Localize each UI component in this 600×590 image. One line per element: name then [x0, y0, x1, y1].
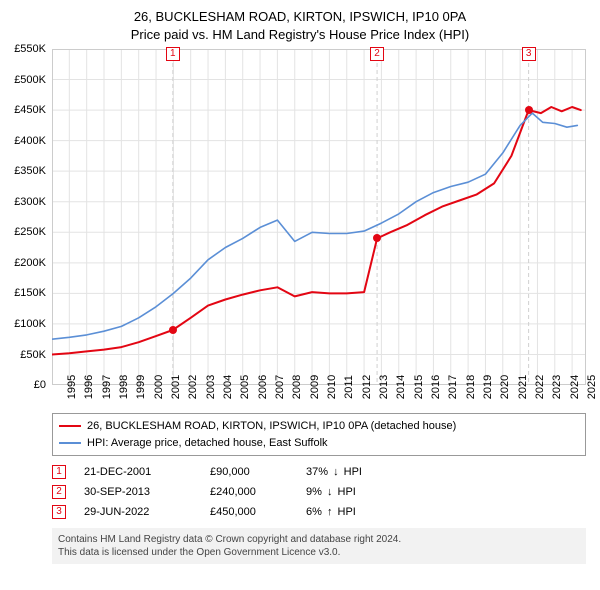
- sales-table: 1 21-DEC-2001 £90,000 37% ↓ HPI 2 30-SEP-2013…: [52, 462, 586, 522]
- x-tick-label: 2025: [572, 375, 598, 399]
- title-subtitle: Price paid vs. HM Land Registry's House …: [10, 26, 590, 44]
- y-tick-label: £550K: [14, 43, 46, 55]
- arrow-down-icon: ↓: [333, 466, 339, 478]
- sale-marker-3: 3: [522, 47, 536, 61]
- sale-marker-2: 2: [370, 47, 384, 61]
- plot-region: 1 2 3: [52, 49, 586, 385]
- sale-diff: 9% ↓ HPI: [306, 486, 396, 498]
- sale-row: 1 21-DEC-2001 £90,000 37% ↓ HPI: [52, 462, 586, 482]
- series-hpi: [52, 113, 577, 339]
- legend-label: 26, BUCKLESHAM ROAD, KIRTON, IPSWICH, IP…: [87, 418, 456, 435]
- y-tick-label: £350K: [14, 165, 46, 177]
- legend-swatch: [59, 442, 81, 444]
- legend-swatch: [59, 425, 81, 427]
- sale-row-marker: 3: [52, 505, 66, 519]
- legend: 26, BUCKLESHAM ROAD, KIRTON, IPSWICH, IP…: [52, 413, 586, 456]
- y-tick-label: £200K: [14, 257, 46, 269]
- y-axis: £0£50K£100K£150K£200K£250K£300K£350K£400…: [8, 49, 48, 385]
- sale-row-marker: 1: [52, 465, 66, 479]
- y-tick-label: £300K: [14, 196, 46, 208]
- legend-item: 26, BUCKLESHAM ROAD, KIRTON, IPSWICH, IP…: [59, 418, 579, 435]
- y-tick-label: £50K: [20, 349, 46, 361]
- y-tick-label: £150K: [14, 287, 46, 299]
- attribution-line1: Contains HM Land Registry data © Crown c…: [58, 533, 580, 546]
- chart-area: £0£50K£100K£150K£200K£250K£300K£350K£400…: [52, 49, 586, 409]
- y-tick-label: £100K: [14, 318, 46, 330]
- sale-price: £240,000: [210, 486, 300, 498]
- y-tick-label: £500K: [14, 74, 46, 86]
- arrow-down-icon: ↓: [327, 486, 333, 498]
- sale-diff: 37% ↓ HPI: [306, 466, 396, 478]
- sale-row-marker: 2: [52, 485, 66, 499]
- legend-item: HPI: Average price, detached house, East…: [59, 435, 579, 452]
- sale-date: 29-JUN-2022: [84, 506, 204, 518]
- title-address: 26, BUCKLESHAM ROAD, KIRTON, IPSWICH, IP…: [10, 8, 590, 26]
- sale-point-3: [525, 106, 533, 114]
- attribution: Contains HM Land Registry data © Crown c…: [52, 528, 586, 564]
- sale-date: 30-SEP-2013: [84, 486, 204, 498]
- sale-row: 2 30-SEP-2013 £240,000 9% ↓ HPI: [52, 482, 586, 502]
- chart-svg: [52, 49, 586, 385]
- sale-date: 21-DEC-2001: [84, 466, 204, 478]
- attribution-line2: This data is licensed under the Open Gov…: [58, 546, 580, 559]
- chart-title: 26, BUCKLESHAM ROAD, KIRTON, IPSWICH, IP…: [10, 8, 590, 43]
- sale-point-1: [169, 326, 177, 334]
- y-tick-label: £250K: [14, 226, 46, 238]
- series-subject: [52, 107, 581, 355]
- sale-marker-1: 1: [166, 47, 180, 61]
- x-axis: 1995199619971998199920002001200220032004…: [52, 385, 586, 409]
- legend-label: HPI: Average price, detached house, East…: [87, 435, 328, 452]
- arrow-up-icon: ↑: [327, 506, 333, 518]
- sale-diff: 6% ↑ HPI: [306, 506, 396, 518]
- y-tick-label: £0: [34, 379, 46, 391]
- sale-price: £90,000: [210, 466, 300, 478]
- sale-row: 3 29-JUN-2022 £450,000 6% ↑ HPI: [52, 502, 586, 522]
- y-tick-label: £450K: [14, 104, 46, 116]
- y-tick-label: £400K: [14, 135, 46, 147]
- sale-price: £450,000: [210, 506, 300, 518]
- sale-point-2: [373, 234, 381, 242]
